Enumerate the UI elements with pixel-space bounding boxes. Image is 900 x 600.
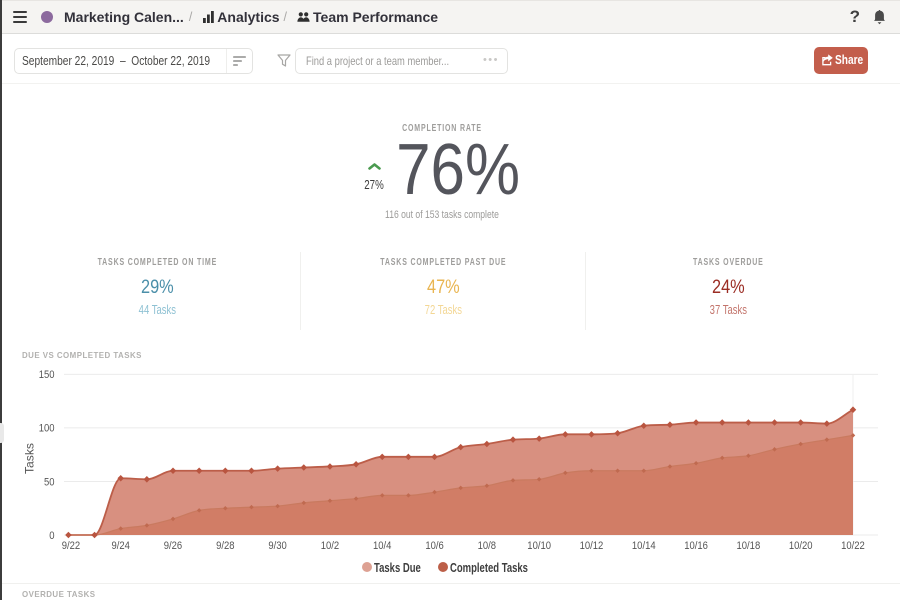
svg-text:10/14: 10/14 [632, 540, 656, 552]
svg-text:9/24: 9/24 [112, 540, 130, 552]
svg-text:0: 0 [49, 530, 54, 542]
svg-text:9/22: 9/22 [62, 540, 80, 552]
svg-text:10/6: 10/6 [425, 540, 443, 552]
svg-text:10/20: 10/20 [789, 540, 813, 552]
svg-text:9/30: 9/30 [268, 540, 286, 552]
svg-text:10/8: 10/8 [478, 540, 496, 552]
svg-text:9/28: 9/28 [216, 540, 234, 552]
svg-text:10/4: 10/4 [373, 540, 391, 552]
svg-text:9/26: 9/26 [164, 540, 182, 552]
svg-text:Tasks: Tasks [23, 443, 37, 474]
svg-text:10/2: 10/2 [321, 540, 339, 552]
svg-text:150: 150 [39, 369, 55, 381]
svg-text:100: 100 [39, 423, 55, 435]
svg-text:10/16: 10/16 [684, 540, 708, 552]
svg-text:10/12: 10/12 [580, 540, 604, 552]
svg-text:10/22: 10/22 [841, 540, 865, 552]
svg-text:10/10: 10/10 [527, 540, 551, 552]
svg-text:50: 50 [44, 476, 55, 488]
svg-text:10/18: 10/18 [737, 540, 761, 552]
